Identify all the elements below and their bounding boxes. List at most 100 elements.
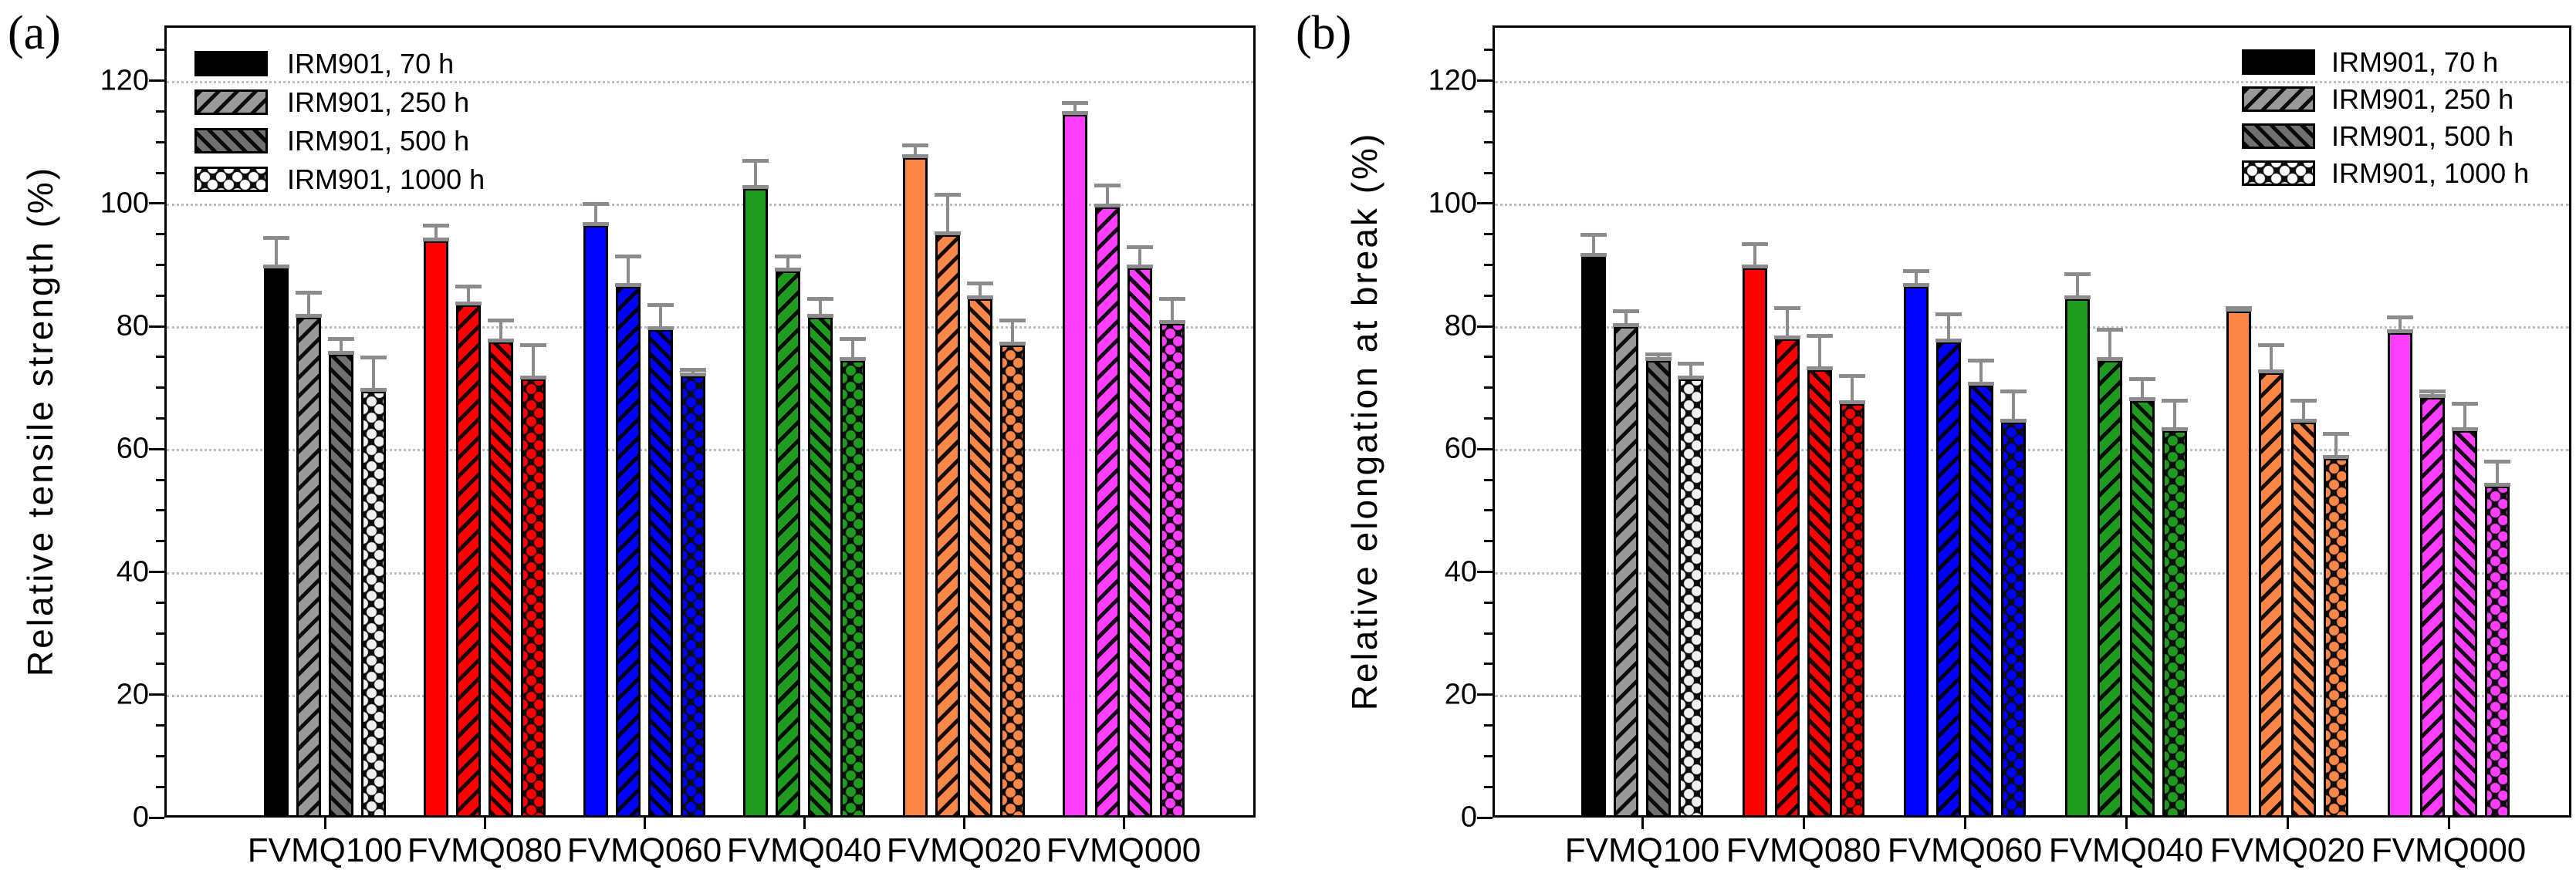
bar-FVMQ080-901500h bbox=[488, 342, 513, 818]
error-bar-cap-top bbox=[2452, 401, 2478, 406]
y-minor-tick bbox=[156, 785, 164, 788]
bar-FVMQ020-901500h bbox=[2291, 421, 2316, 818]
bar-FVMQ080-90170h bbox=[1743, 268, 1767, 818]
bar-FVMQ000-901500h bbox=[2453, 430, 2477, 818]
legend-swatch-2 bbox=[194, 89, 268, 115]
error-bar-cap-bottom bbox=[2129, 396, 2155, 401]
error-bar-cap-bottom bbox=[1742, 265, 1768, 269]
y-minor-tick bbox=[1484, 233, 1493, 236]
error-bar-line bbox=[1915, 271, 1918, 287]
y-minor-tick bbox=[1484, 263, 1493, 266]
y-tick-label: 40 bbox=[116, 555, 149, 588]
error-bar-cap-top bbox=[1742, 241, 1768, 246]
y-major-tick bbox=[149, 202, 164, 205]
y-minor-tick bbox=[156, 263, 164, 266]
bar-FVMQ000-901500h bbox=[1127, 268, 1152, 818]
bar-FVMQ040-9011000h bbox=[840, 359, 865, 818]
gridline-20-b bbox=[1495, 694, 2569, 697]
bar-FVMQ060-9011000h bbox=[2001, 421, 2026, 818]
gridline-100-b bbox=[1495, 203, 2569, 206]
y-minor-tick bbox=[1484, 724, 1493, 727]
error-bar-cap-top bbox=[1159, 297, 1185, 302]
error-bar-line bbox=[1073, 102, 1077, 115]
error-bar-cap-bottom bbox=[2162, 427, 2188, 432]
bar-FVMQ060-901250h bbox=[1936, 342, 1961, 818]
legend-swatch-3 bbox=[2242, 123, 2315, 149]
bar-FVMQ020-9011000h bbox=[2324, 458, 2348, 818]
y-minor-tick bbox=[1484, 140, 1493, 143]
y-minor-tick bbox=[1484, 49, 1493, 52]
y-tick-label: 20 bbox=[1444, 678, 1477, 711]
x-tick bbox=[1122, 818, 1125, 829]
error-bar-cap-bottom bbox=[2097, 356, 2123, 361]
error-bar-cap-bottom bbox=[1062, 111, 1088, 116]
bar-FVMQ020-9011000h bbox=[1000, 344, 1025, 818]
error-bar-cap-top bbox=[263, 235, 289, 240]
error-bar-line bbox=[1689, 362, 1692, 379]
error-bar-cap-top bbox=[1774, 306, 1800, 311]
y-minor-tick bbox=[156, 49, 164, 52]
y-major-tick bbox=[1477, 816, 1493, 819]
error-bar-cap-bottom bbox=[775, 268, 801, 272]
plot-area-a bbox=[164, 25, 1256, 818]
error-bar-line bbox=[2141, 378, 2144, 400]
x-category-label: FVMQ040 bbox=[726, 831, 882, 869]
x-tick bbox=[1963, 818, 1966, 829]
error-bar-cap-top bbox=[488, 319, 514, 323]
y-minor-tick bbox=[156, 110, 164, 113]
error-bar-line bbox=[1851, 375, 1854, 403]
y-tick-label: 80 bbox=[116, 309, 149, 342]
x-category-label: FVMQ000 bbox=[1046, 831, 1202, 869]
error-bar-cap-top bbox=[615, 254, 641, 258]
error-bar-line bbox=[594, 203, 597, 225]
bar-FVMQ000-901250h bbox=[2420, 396, 2445, 818]
error-bar-cap-bottom bbox=[296, 314, 322, 319]
error-bar-line bbox=[851, 339, 854, 360]
error-bar-cap-top bbox=[935, 192, 961, 197]
y-minor-tick bbox=[1484, 356, 1493, 359]
error-bar-cap-bottom bbox=[1645, 356, 1672, 361]
error-bar-cap-bottom bbox=[2387, 329, 2413, 334]
x-tick bbox=[803, 818, 806, 829]
error-bar-cap-bottom bbox=[360, 387, 387, 392]
error-bar-cap-bottom bbox=[935, 231, 961, 235]
error-bar-line bbox=[2399, 317, 2402, 333]
x-category-label: FVMQ040 bbox=[2048, 831, 2204, 869]
error-bar-line bbox=[2463, 403, 2466, 431]
legend-swatch-4 bbox=[194, 167, 268, 192]
gridline-40-a bbox=[167, 572, 1253, 575]
bar-FVMQ040-901500h bbox=[2130, 400, 2155, 818]
y-minor-tick bbox=[156, 663, 164, 666]
x-tick bbox=[483, 818, 486, 829]
y-minor-tick bbox=[1484, 478, 1493, 481]
error-bar-line bbox=[1753, 243, 1756, 268]
error-bar-line bbox=[467, 286, 470, 305]
plot-area-b bbox=[1493, 25, 2571, 818]
legend-label-2: IRM901, 250 h bbox=[287, 86, 470, 118]
bar-FVMQ060-9011000h bbox=[681, 375, 705, 818]
x-category-label: FVMQ100 bbox=[1564, 831, 1720, 869]
x-category-label: FVMQ080 bbox=[1726, 831, 1881, 869]
bar-FVMQ000-9011000h bbox=[1160, 323, 1185, 818]
bar-FVMQ020-901250h bbox=[935, 234, 960, 818]
error-bar-cap-bottom bbox=[742, 184, 769, 189]
error-bar-cap-bottom bbox=[1678, 375, 1704, 379]
error-bar-cap-top bbox=[2387, 315, 2413, 320]
y-major-tick bbox=[1477, 447, 1493, 450]
bar-FVMQ060-901500h bbox=[1969, 384, 1993, 818]
error-bar-cap-top bbox=[360, 355, 387, 359]
y-tick-label: 120 bbox=[100, 64, 149, 97]
error-bar-cap-top bbox=[775, 254, 801, 258]
bar-FVMQ060-901250h bbox=[616, 286, 641, 818]
y-major-tick bbox=[149, 447, 164, 450]
error-bar-cap-top bbox=[2000, 389, 2027, 393]
error-bar-cap-top bbox=[2097, 328, 2123, 332]
y-minor-tick bbox=[156, 478, 164, 481]
error-bar-cap-bottom bbox=[2484, 483, 2510, 487]
error-bar-line bbox=[372, 356, 375, 391]
error-bar-line bbox=[627, 255, 630, 287]
error-bar-cap-bottom bbox=[328, 350, 354, 355]
error-bar-line bbox=[1011, 320, 1014, 345]
y-axis-title-a: Relative tensile strength (%) bbox=[20, 165, 60, 677]
